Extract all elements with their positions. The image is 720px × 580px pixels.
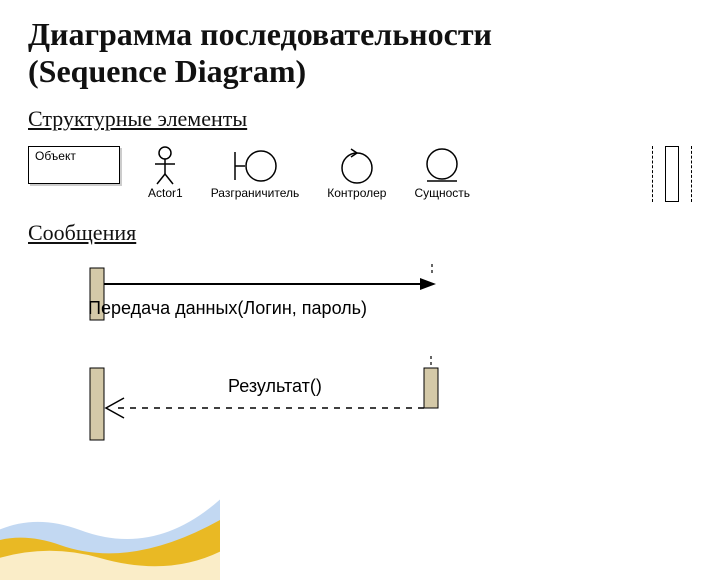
entity-icon <box>422 146 462 186</box>
lifeline-dashed-icon <box>652 146 653 202</box>
entity-element: Сущность <box>414 146 470 200</box>
object-box: Объект <box>28 146 120 184</box>
object-label: Объект <box>35 149 76 163</box>
controller-element: Контролер <box>327 146 386 200</box>
boundary-icon <box>231 146 279 186</box>
actor-icon <box>151 146 179 186</box>
actor-element: Actor1 <box>148 146 183 200</box>
actor-label: Actor1 <box>148 186 183 200</box>
activation-bar-left-2 <box>90 368 104 440</box>
section-structural: Структурные элементы <box>28 106 692 132</box>
section-messages: Сообщения <box>28 220 692 246</box>
entity-label: Сущность <box>414 186 470 200</box>
title-line1: Диаграмма последовательности <box>28 16 492 52</box>
messages-svg <box>88 260 488 460</box>
activation-bar-right <box>424 368 438 408</box>
structural-elements-row: Объект Actor1 Разграничитель <box>28 146 692 202</box>
activation-bar-icon <box>665 146 679 202</box>
messages-diagram: Передача данных(Логин, пароль) Результат… <box>88 260 692 460</box>
page-title: Диаграмма последовательности (Sequence D… <box>28 16 692 90</box>
lifeline-dashed-icon <box>691 146 692 202</box>
object-element: Объект <box>28 146 120 184</box>
boundary-element: Разграничитель <box>211 146 300 200</box>
title-line2: (Sequence Diagram) <box>28 53 306 89</box>
call-message-label: Передача данных(Логин, пароль) <box>88 298 367 319</box>
lifeline-example <box>652 146 692 202</box>
controller-icon <box>337 146 377 186</box>
controller-label: Контролер <box>327 186 386 200</box>
boundary-label: Разграничитель <box>211 186 300 200</box>
call-arrowhead <box>420 278 436 290</box>
return-message-label: Результат() <box>228 376 322 397</box>
